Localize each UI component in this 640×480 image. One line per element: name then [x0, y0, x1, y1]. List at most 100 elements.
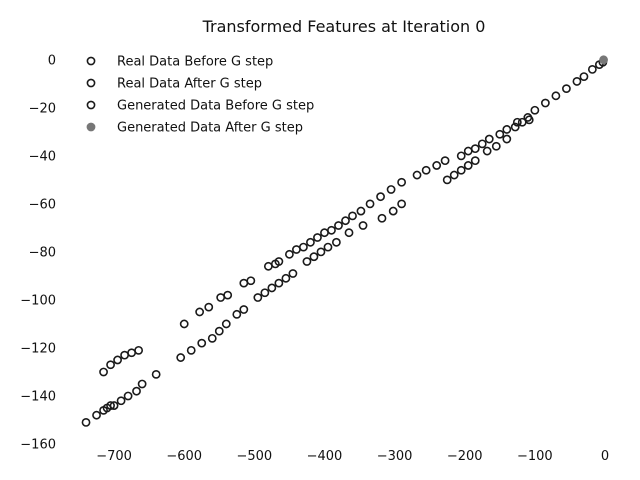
- y-axis: 0 −20 −40 −60 −80 −100 −120 −140 −160: [20, 53, 56, 452]
- data-point: [137, 379, 147, 389]
- legend-marker: [86, 78, 96, 88]
- data-point: [365, 199, 375, 209]
- x-tick-label: −500: [236, 449, 272, 464]
- data-point: [463, 146, 473, 156]
- data-point: [331, 237, 341, 247]
- data-point: [99, 367, 108, 377]
- data-point: [186, 345, 196, 355]
- data-point: [327, 225, 336, 235]
- chart-title: Transformed Features at Iteration 0: [202, 17, 486, 36]
- data-point: [204, 302, 214, 312]
- data-point: [81, 417, 91, 427]
- data-point: [216, 293, 226, 302]
- data-point: [106, 360, 115, 370]
- data-point: [470, 156, 480, 166]
- data-point: [239, 305, 249, 314]
- y-tick-label: −20: [29, 101, 56, 116]
- data-point: [179, 319, 189, 329]
- legend-marker: [86, 122, 96, 132]
- data-point: [551, 91, 561, 101]
- x-tick-label: −100: [517, 449, 553, 464]
- data-point: [299, 242, 308, 252]
- data-point: [562, 84, 571, 94]
- data-point: [214, 326, 224, 336]
- data-point: [517, 117, 527, 127]
- x-tick-label: −200: [447, 449, 483, 464]
- y-tick-label: −160: [20, 438, 56, 453]
- data-point: [442, 175, 452, 185]
- data-point: [313, 233, 322, 242]
- data-point: [356, 206, 366, 216]
- data-point: [253, 293, 263, 302]
- data-point: [358, 221, 368, 230]
- data-point: [432, 161, 442, 170]
- data-point: [151, 369, 161, 379]
- data-point: [239, 278, 249, 288]
- data-point: [495, 129, 505, 139]
- legend-marker: [86, 100, 96, 110]
- data-point: [292, 245, 301, 254]
- x-tick-label: −300: [377, 449, 413, 464]
- data-point: [463, 161, 473, 170]
- data-point: [491, 141, 501, 151]
- legend-label: Real Data Before G step: [117, 55, 273, 70]
- data-point: [197, 338, 207, 348]
- data-point: [274, 278, 284, 288]
- data-point: [99, 405, 108, 415]
- data-point: [92, 410, 101, 420]
- data-point: [113, 355, 122, 365]
- plot-area: [81, 55, 608, 427]
- data-point: [120, 350, 129, 360]
- data-point: [207, 333, 217, 343]
- y-tick-label: 0: [48, 53, 56, 68]
- data-point: [530, 105, 540, 115]
- data-point: [223, 290, 233, 300]
- data-point: [116, 396, 126, 406]
- data-point: [579, 72, 589, 82]
- data-point: [323, 242, 333, 252]
- data-point: [502, 134, 512, 144]
- y-tick-label: −40: [29, 149, 56, 164]
- data-point: [127, 348, 137, 358]
- data-point: [281, 273, 291, 283]
- data-point: [470, 144, 480, 154]
- data-point: [524, 115, 534, 125]
- data-point: [456, 151, 466, 161]
- data-point: [386, 185, 396, 194]
- data-point: [309, 252, 319, 262]
- x-tick-label: 0: [601, 449, 609, 464]
- y-tick-label: −80: [29, 245, 56, 260]
- legend-label: Generated Data Before G step: [117, 99, 314, 114]
- data-point: [316, 247, 326, 257]
- data-point: [274, 257, 284, 266]
- data-point: [477, 139, 487, 149]
- data-point: [449, 170, 459, 180]
- y-tick-label: −120: [20, 341, 56, 356]
- data-point: [132, 386, 141, 396]
- data-point: [176, 353, 186, 362]
- x-tick-label: −600: [166, 449, 202, 464]
- data-point: [377, 213, 387, 223]
- data-point: [572, 77, 582, 86]
- data-point: [106, 401, 115, 410]
- data-point: [232, 309, 242, 319]
- x-tick-label: −700: [96, 449, 132, 464]
- y-tick-label: −60: [29, 197, 56, 212]
- data-point: [348, 211, 357, 221]
- data-point: [263, 261, 273, 271]
- data-point: [587, 65, 597, 74]
- data-point: [344, 228, 354, 238]
- data-point: [109, 401, 119, 410]
- y-tick-label: −140: [20, 389, 56, 404]
- data-point: [334, 221, 343, 230]
- x-axis: −700 −600 −500 −400 −300 −200 −100 0: [96, 449, 609, 464]
- data-point: [540, 98, 550, 108]
- legend-marker: [86, 56, 96, 66]
- data-point: [482, 146, 492, 156]
- data-point: [288, 269, 298, 278]
- data-point: [502, 125, 512, 134]
- data-point: [221, 319, 231, 329]
- data-point: [341, 216, 350, 226]
- data-point: [510, 122, 520, 132]
